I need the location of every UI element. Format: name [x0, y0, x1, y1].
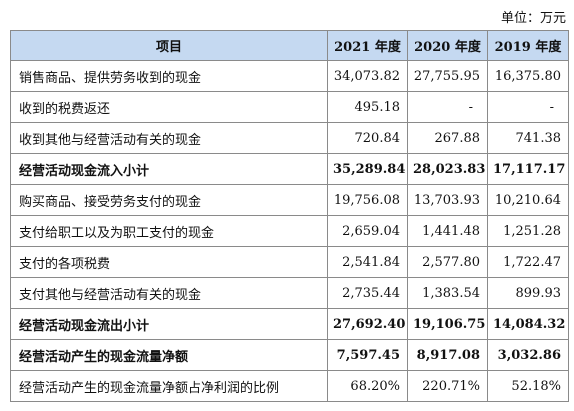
cell-value: 8,917.08	[407, 339, 488, 371]
cell-value: -	[487, 91, 569, 123]
cell-value: 220.71%	[407, 370, 488, 402]
cash-flow-table: 项目 2021 年度 2020 年度 2019 年度 销售商品、提供劳务收到的现…	[10, 30, 569, 402]
cell-value: 17,117.17	[487, 153, 569, 185]
cell-value: 14,084.32	[487, 308, 569, 340]
cell-value: 2,659.04	[327, 215, 408, 247]
cell-value: 720.84	[327, 122, 408, 154]
cell-value: 267.88	[407, 122, 488, 154]
unit-label: 单位：万元	[500, 11, 566, 26]
cell-value: 2,577.80	[407, 246, 488, 278]
table-row: 经营活动产生的现金流量净额 7,597.45 8,917.08 3,032.86	[10, 339, 569, 371]
cell-value: 3,032.86	[487, 339, 569, 371]
cell-value: -	[407, 91, 488, 123]
cell-value: 34,073.82	[327, 60, 408, 92]
row-label: 经营活动现金流出小计	[10, 308, 328, 340]
table-row: 销售商品、提供劳务收到的现金 34,073.82 27,755.95 16,375.8…	[10, 60, 569, 92]
row-label: 收到其他与经营活动有关的现金	[10, 122, 328, 154]
table-body: 销售商品、提供劳务收到的现金 34,073.82 27,755.95 16,375.8…	[10, 60, 569, 402]
table-row: 支付给职工以及为职工支付的现金 2,659.04 1,441.48 1,251.28	[10, 215, 569, 247]
cell-value: 1,383.54	[407, 277, 488, 309]
row-label: 收到的税费返还	[10, 91, 328, 123]
row-label: 支付的各项税费	[10, 246, 328, 278]
cell-value: 52.18%	[487, 370, 569, 402]
cell-value: 35,289.84	[327, 153, 408, 185]
cell-value: 495.18	[327, 91, 408, 123]
cell-value: 899.93	[487, 277, 569, 309]
table-row: 购买商品、接受劳务支付的现金 19,756.08 13,703.93 10,210.6…	[10, 184, 569, 216]
header-2020: 2020 年度	[407, 30, 488, 61]
cell-value: 28,023.83	[407, 153, 488, 185]
cell-value: 741.38	[487, 122, 569, 154]
row-label: 经营活动产生的现金流量净额	[10, 339, 328, 371]
cell-value: 1,441.48	[407, 215, 488, 247]
cell-value: 19,756.08	[327, 184, 408, 216]
cell-value: 1,251.28	[487, 215, 569, 247]
table-row: 收到的税费返还 495.18- -	[10, 91, 569, 123]
cell-value: 27,755.95	[407, 60, 488, 92]
table-header: 项目 2021 年度 2020 年度 2019 年度	[10, 30, 569, 61]
table-row: 经营活动产生的现金流量净额占净利润的比例 68.20% 220.71% 52.18%	[10, 370, 569, 402]
cell-value: 2,541.84	[327, 246, 408, 278]
cell-value: 2,735.44	[327, 277, 408, 309]
row-label: 销售商品、提供劳务收到的现金	[10, 60, 328, 92]
cell-value: 7,597.45	[327, 339, 408, 371]
row-label: 支付其他与经营活动有关的现金	[10, 277, 328, 309]
table-row: 支付其他与经营活动有关的现金 2,735.44 1,383.54 899.93	[10, 277, 569, 309]
cell-value: 27,692.40	[327, 308, 408, 340]
table-row: 收到其他与经营活动有关的现金 720.84 267.88 741.38	[10, 122, 569, 154]
cell-value: 68.20%	[327, 370, 408, 402]
cell-value: 10,210.64	[487, 184, 569, 216]
row-label: 经营活动现金流入小计	[10, 153, 328, 185]
header-2021: 2021 年度	[327, 30, 408, 61]
header-item: 项目	[10, 30, 328, 61]
row-label: 经营活动产生的现金流量净额占净利润的比例	[10, 370, 328, 402]
table-row: 经营活动现金流出小计 27,692.40 19,106.75 14,084.32	[10, 308, 569, 340]
cell-value: 19,106.75	[407, 308, 488, 340]
cell-value: 13,703.93	[407, 184, 488, 216]
table-row: 经营活动现金流入小计 35,289.84 28,023.83 17,117.17	[10, 153, 569, 185]
cell-value: 1,722.47	[487, 246, 569, 278]
cell-value: 16,375.80	[487, 60, 569, 92]
header-2019: 2019 年度	[487, 30, 569, 61]
table-row: 支付的各项税费 2,541.84 2,577.80 1,722.47	[10, 246, 569, 278]
row-label: 支付给职工以及为职工支付的现金	[10, 215, 328, 247]
row-label: 购买商品、接受劳务支付的现金	[10, 184, 328, 216]
header-row: 项目 2021 年度 2020 年度 2019 年度	[10, 30, 569, 61]
